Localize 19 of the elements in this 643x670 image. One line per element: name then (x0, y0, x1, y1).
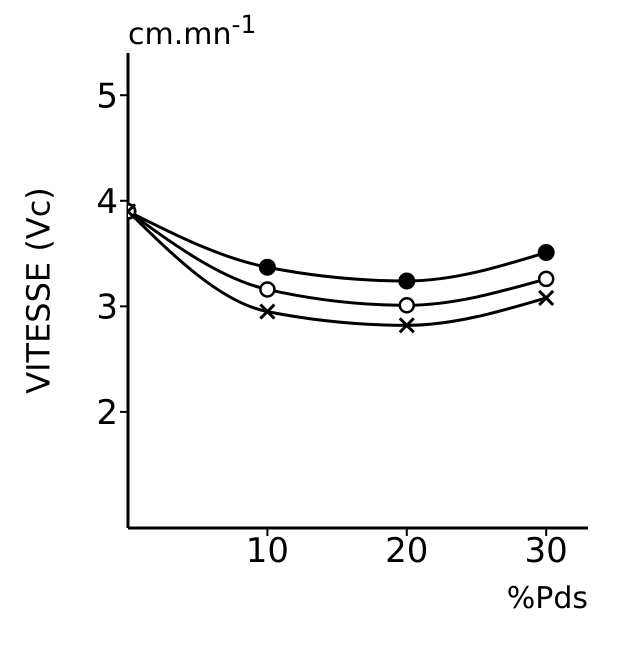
point (538, 270, 554, 288)
y-tick-label: 3 (96, 287, 118, 328)
x-tick-label: 20 (385, 531, 428, 572)
y-axis-title: VITESSE (Vc) (19, 187, 58, 394)
point (398, 297, 416, 314)
text: cm.mn$^{-1}$ (128, 10, 256, 52)
point (258, 303, 276, 320)
point (538, 244, 555, 261)
y-tick-label: 4 (96, 182, 118, 222)
x-axis-title: %Pds (506, 581, 588, 616)
y-tick-label: 2 (96, 392, 118, 433)
point (398, 316, 416, 334)
point (538, 289, 555, 306)
point (259, 281, 276, 298)
point (398, 272, 416, 290)
x-tick-label: 30 (524, 531, 568, 572)
x-tick-label: 10 (246, 531, 290, 572)
point (258, 258, 276, 276)
y-tick-label: 5 (96, 76, 118, 116)
